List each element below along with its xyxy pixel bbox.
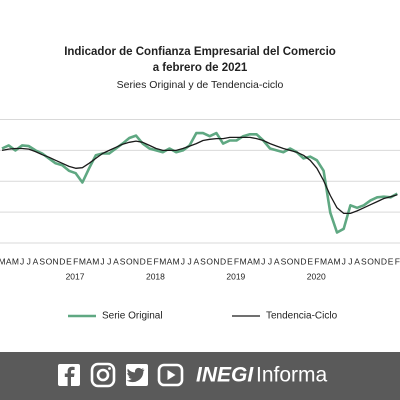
legend: Serie Original Tendencia-Ciclo [68, 311, 338, 322]
x-year-label: 2020 [307, 271, 326, 281]
x-tick-label: S [39, 256, 45, 266]
x-tick-label: N [294, 256, 300, 266]
x-tick-label: F [395, 256, 400, 266]
x-tick-label: M [253, 256, 260, 266]
x-tick-label: O [46, 256, 53, 266]
x-tick-label: J [20, 256, 24, 266]
x-tick-label: E [227, 256, 233, 266]
x-tick-label: N [133, 256, 139, 266]
x-tick-label: J [348, 256, 352, 266]
x-tick-label: J [342, 256, 346, 266]
x-tick-label: J [100, 256, 104, 266]
footer-brand: INEGI [196, 364, 254, 387]
chart-caption: Series Original y de Tendencia-ciclo [117, 79, 284, 91]
x-tick-label: M [159, 256, 166, 266]
x-tick-label: J [181, 256, 185, 266]
x-tick-label: O [206, 256, 213, 266]
youtube-icon[interactable] [157, 363, 184, 387]
x-tick-label: J [268, 256, 272, 266]
x-tick-label: A [193, 256, 199, 266]
x-tick-label: D [220, 256, 226, 266]
x-tick-label: M [320, 256, 327, 266]
x-tick-label: S [200, 256, 206, 266]
x-tick-label: M [333, 256, 340, 266]
x-tick-label: E [147, 256, 153, 266]
x-tick-label: D [381, 256, 387, 266]
x-tick-label: D [300, 256, 306, 266]
x-tick-label: J [27, 256, 31, 266]
x-tick-label: A [247, 256, 253, 266]
x-tick-label: J [187, 256, 191, 266]
x-tick-label: A [274, 256, 280, 266]
x-tick-label: A [327, 256, 333, 266]
x-tick-label: E [66, 256, 72, 266]
x-tick-label: N [374, 256, 380, 266]
x-tick-label: J [107, 256, 111, 266]
x-tick-label: M [79, 256, 86, 266]
x-year-label: 2018 [146, 271, 165, 281]
x-year-label: 2017 [66, 271, 85, 281]
series-line [1, 131, 398, 234]
x-tick-label: M [12, 256, 19, 266]
instagram-icon[interactable] [90, 362, 116, 388]
x-tick-label: D [59, 256, 65, 266]
x-tick-label: S [361, 256, 367, 266]
series-line [1, 136, 398, 215]
x-tick-label: E [388, 256, 394, 266]
x-tick-label: F [153, 256, 158, 266]
x-tick-label: M [0, 256, 6, 266]
x-tick-label: J [261, 256, 265, 266]
x-tick-label: A [33, 256, 39, 266]
facebook-icon[interactable] [58, 364, 80, 386]
x-tick-label: F [234, 256, 239, 266]
x-tick-label: N [213, 256, 219, 266]
x-tick-label: E [307, 256, 313, 266]
x-tick-label: O [126, 256, 133, 266]
x-tick-label: A [113, 256, 119, 266]
twitter-icon[interactable] [126, 364, 148, 386]
x-tick-label: N [53, 256, 59, 266]
x-tick-label: D [140, 256, 146, 266]
x-tick-label: M [240, 256, 247, 266]
chart-subtitle: a febrero de 2021 [153, 62, 248, 74]
x-tick-label: A [354, 256, 360, 266]
plot-area [0, 119, 400, 244]
x-tick-label: A [6, 256, 12, 266]
legend-label: Tendencia-Ciclo [266, 311, 338, 322]
x-tick-label: F [314, 256, 319, 266]
footer-brand-suffix: Informa [256, 364, 328, 387]
x-tick-label: M [92, 256, 99, 266]
x-tick-label: S [281, 256, 287, 266]
x-tick-label: O [287, 256, 294, 266]
x-tick-label: A [86, 256, 92, 266]
legend-label: Serie Original [102, 311, 163, 322]
x-year-label: 2019 [226, 271, 245, 281]
footer: INEGI Informa [0, 352, 400, 400]
x-tick-label: A [167, 256, 173, 266]
x-tick-label: O [367, 256, 374, 266]
x-tick-label: F [73, 256, 78, 266]
chart-title: Indicador de Confianza Empresarial del C… [64, 46, 336, 58]
x-tick-label: M [173, 256, 180, 266]
x-tick-label: S [120, 256, 126, 266]
